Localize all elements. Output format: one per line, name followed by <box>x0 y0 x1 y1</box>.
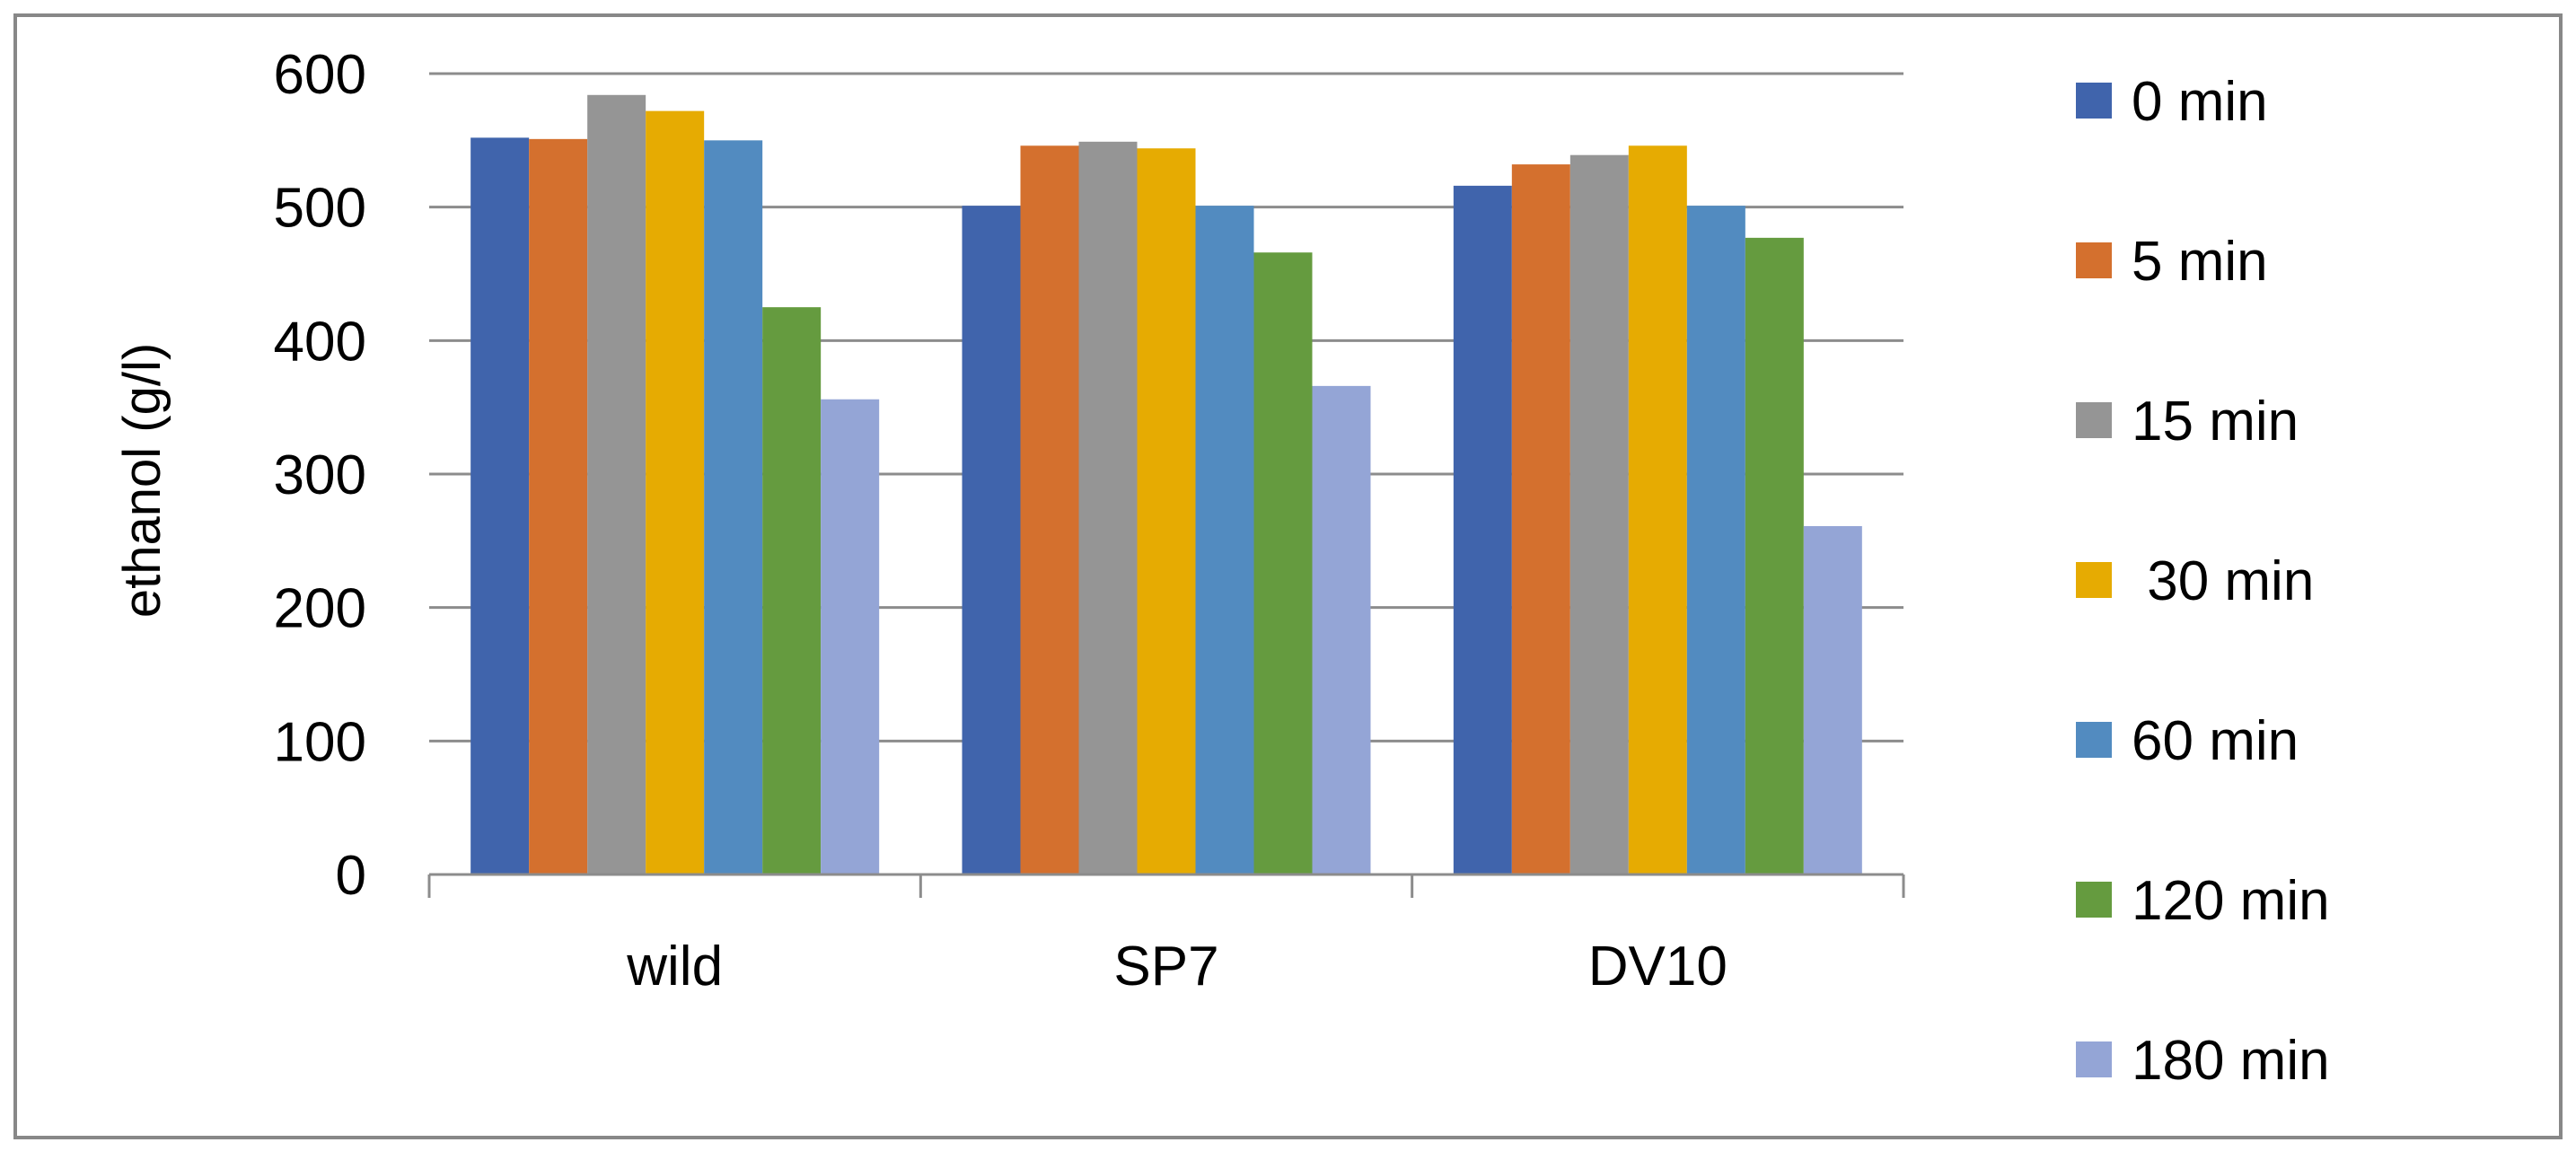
bar <box>1195 206 1254 874</box>
legend-swatch <box>2076 722 2112 758</box>
y-tick-label: 0 <box>336 845 366 907</box>
bar <box>1137 148 1196 875</box>
x-tick-labels: wild SP7 DV10 <box>626 936 1728 997</box>
legend-label: 120 min <box>2132 870 2330 932</box>
x-tick-label: wild <box>626 936 723 997</box>
bar <box>962 206 1021 874</box>
y-tick-label: 600 <box>274 44 366 106</box>
bars <box>470 94 1862 875</box>
y-tick-label: 500 <box>274 178 366 240</box>
bar <box>1253 252 1313 874</box>
legend-swatch <box>2076 83 2112 119</box>
bar <box>529 138 588 874</box>
x-tick-label: DV10 <box>1588 936 1728 997</box>
legend-label: 5 min <box>2132 231 2268 293</box>
bar <box>1628 145 1687 874</box>
legend-swatch <box>2076 402 2112 438</box>
legend-label: 180 min <box>2132 1030 2330 1092</box>
legend-swatch <box>2076 882 2112 918</box>
y-tick-label: 200 <box>274 578 366 640</box>
bar <box>587 94 646 874</box>
bar <box>1686 206 1745 874</box>
bar <box>1569 154 1629 875</box>
legend: 0 min 5 min 15 min 30 min 60 min 120 min 180 … <box>2076 71 2330 1092</box>
bar <box>1020 145 1079 874</box>
legend-swatch <box>2076 562 2112 598</box>
y-tick-label: 100 <box>274 711 366 773</box>
bar <box>1453 185 1512 874</box>
legend-label: 30 min <box>2132 550 2314 612</box>
legend-label: 15 min <box>2132 391 2299 453</box>
bar <box>1312 385 1371 874</box>
y-tick-label: 400 <box>274 311 366 373</box>
bar <box>821 399 880 874</box>
axes <box>427 873 1905 898</box>
bar <box>704 140 763 875</box>
bar <box>1803 525 1862 874</box>
bar <box>1511 164 1570 875</box>
bar <box>646 110 705 875</box>
y-tick-labels: 0 100 200 300 400 500 600 <box>274 44 366 907</box>
x-tick-label: SP7 <box>1113 936 1218 997</box>
y-tick-label: 300 <box>274 444 366 506</box>
bar <box>1745 237 1804 874</box>
y-axis-label: ethanol (g/l) <box>113 343 171 618</box>
bar <box>1078 141 1138 874</box>
bar <box>762 307 822 875</box>
bar <box>470 137 530 875</box>
legend-label: 60 min <box>2132 710 2299 772</box>
legend-swatch <box>2076 1041 2112 1077</box>
legend-label: 0 min <box>2132 71 2268 133</box>
legend-swatch <box>2076 242 2112 278</box>
